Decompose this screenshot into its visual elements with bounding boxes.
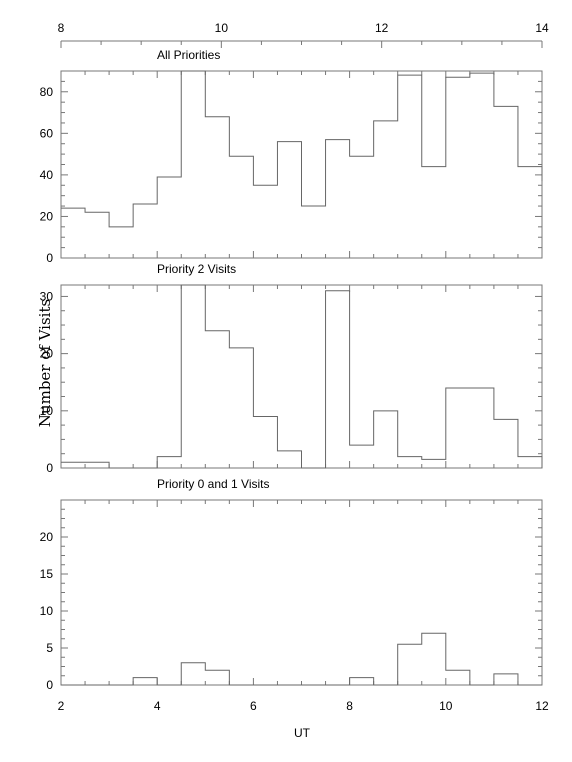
x-axis-label: UT: [294, 726, 311, 740]
y-tick-label: 60: [40, 126, 54, 140]
top-axis-tick-label: 8: [58, 21, 65, 35]
x-tick-label: 2: [58, 699, 65, 713]
panel-frame: [60, 499, 543, 686]
y-tick-label: 10: [40, 404, 54, 418]
histogram-line: [61, 284, 543, 469]
y-tick-label: 30: [40, 289, 54, 303]
y-tick-label: 40: [40, 168, 54, 182]
x-tick-label: 12: [535, 699, 549, 713]
panels: 0 20 40 60 80 All Priorities 0 10 20 30 Priority 2…: [40, 48, 543, 692]
y-tick-label: 10: [40, 604, 54, 618]
y-tick-label: 20: [40, 530, 54, 544]
y-tick-label: 20: [40, 347, 54, 361]
top-axis-tick-label: 12: [375, 21, 389, 35]
panel-title: Priority 0 and 1 Visits: [157, 477, 270, 491]
top-axis: 8 10 12 14: [58, 21, 549, 48]
y-tick-label: 80: [40, 85, 54, 99]
panel-title: All Priorities: [157, 48, 220, 62]
histogram-line: [61, 632, 542, 686]
top-axis-tick-label: 10: [215, 21, 229, 35]
x-tick-label: 4: [154, 699, 161, 713]
y-tick-label: 0: [46, 461, 53, 475]
panel-3: 0 5 10 15 20 Priority 0 and 1 Visits: [40, 477, 543, 692]
x-tick-label: 8: [346, 699, 353, 713]
panel-2: 0 10 20 30 Priority 2 Visits: [40, 262, 543, 475]
x-tick-label: 10: [439, 699, 453, 713]
y-tick-label: 20: [40, 209, 54, 223]
histogram-line: [61, 70, 543, 228]
x-tick-label: 6: [250, 699, 257, 713]
y-tick-label: 5: [46, 641, 53, 655]
top-axis-tick-label: 14: [535, 21, 549, 35]
y-axis-label: Number of Visits: [36, 299, 54, 427]
panel-title: Priority 2 Visits: [157, 262, 236, 276]
panel-frame: [60, 284, 543, 469]
bottom-axis: 2 4 6 8 10 12: [58, 699, 549, 713]
y-tick-label: 0: [46, 251, 53, 265]
panel-1: 0 20 40 60 80 All Priorities: [40, 48, 543, 265]
y-tick-label: 0: [46, 678, 53, 692]
y-tick-label: 15: [40, 567, 54, 581]
